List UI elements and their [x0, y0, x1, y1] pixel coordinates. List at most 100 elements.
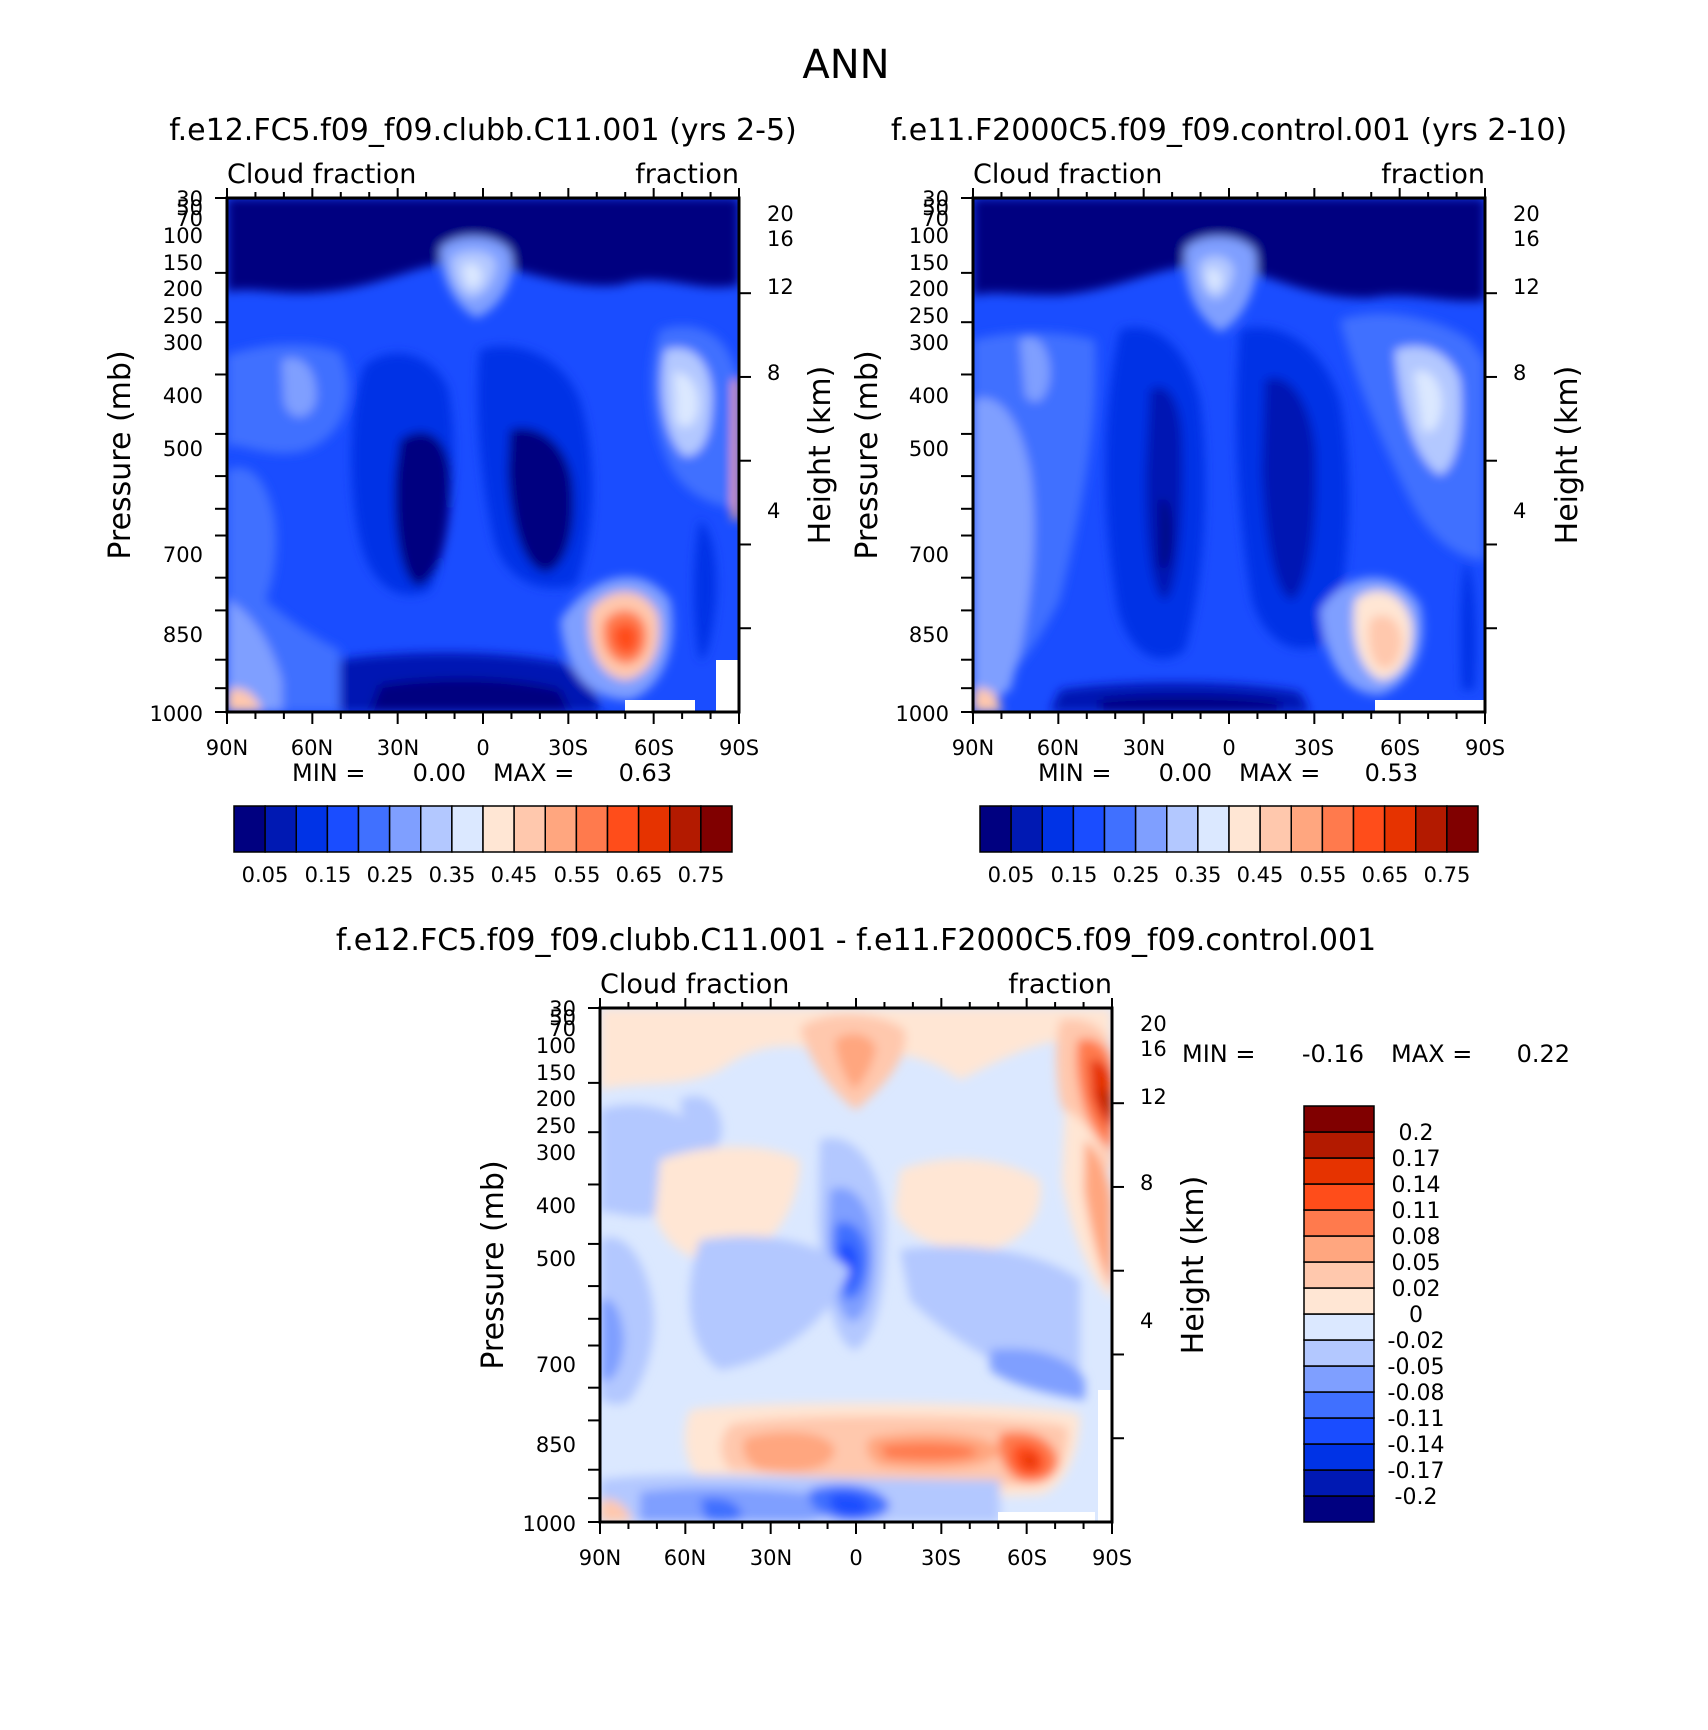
panel-b-y-ticks — [961, 197, 973, 713]
panel-b-colorbar-label: 0.15 — [1051, 863, 1098, 887]
panel-c-y2-axis-title: Height (km) — [1176, 1176, 1211, 1355]
panel-b-max-label: MAX = — [1239, 759, 1320, 787]
panel-b-x-label-30s: 30S — [1294, 736, 1334, 760]
colorbar-swatch — [1303, 1183, 1375, 1211]
panel-b-x-label-90s: 90S — [1465, 736, 1505, 760]
panel-a-y2-label-20: 20 — [767, 202, 794, 226]
panel-a-colorbar-label: 0.05 — [242, 863, 289, 887]
panel-b-y-label-500: 500 — [909, 437, 949, 461]
panel-c-x-label-90n: 90N — [579, 1546, 621, 1570]
panel-c-title: f.e12.FC5.f09_f09.clubb.C11.001 - f.e11.… — [336, 923, 1376, 958]
colorbar-swatch — [1446, 805, 1479, 853]
colorbar-swatch — [700, 805, 733, 853]
panel-b-y2-label-20: 20 — [1513, 202, 1540, 226]
panel-b-colorbar-label: 0.55 — [1300, 863, 1347, 887]
panel-c-x-label-30s: 30S — [921, 1546, 961, 1570]
colorbar-swatch — [1303, 1469, 1375, 1497]
panel-c-y-label-100: 100 — [536, 1034, 576, 1058]
panel-a-x-ticks — [226, 188, 740, 724]
colorbar-swatch — [1303, 1287, 1375, 1315]
panel-a-y-label-70: 70 — [176, 207, 203, 231]
panel-c-colorbar-labels: 0.2 0.17 0.14 0.11 0.08 0.05 0.02 0 -0.0… — [1388, 1121, 1445, 1510]
panel-b-y-axis-title: Pressure (mb) — [850, 350, 885, 559]
panel-c-colorbar-label: -0.14 — [1388, 1433, 1445, 1458]
panel-b-y-label-850: 850 — [909, 623, 949, 647]
panel-a-y2-axis-title: Height (km) — [803, 366, 838, 545]
colorbar-swatch — [295, 805, 329, 853]
colorbar-swatch — [451, 805, 484, 853]
panel-a-y-label-700: 700 — [163, 543, 203, 567]
panel-b-y-label-100: 100 — [909, 224, 949, 248]
panel-a-colorbar-labels: 0.05 0.15 0.25 0.35 0.45 0.55 0.65 0.75 — [242, 863, 725, 887]
panel-a-y-label-150: 150 — [163, 251, 203, 275]
panel-a-y-label-1000: 1000 — [150, 702, 203, 726]
panel-b-x-label-60s: 60S — [1380, 736, 1420, 760]
colorbar-swatch — [1303, 1313, 1375, 1341]
panel-c-min-value: -0.16 — [1302, 1040, 1364, 1068]
panel-c-y-label-700: 700 — [536, 1353, 576, 1377]
colorbar-swatch — [1415, 805, 1448, 853]
colorbar-swatch — [1383, 805, 1417, 853]
panel-a-x-label-90s: 90S — [719, 736, 759, 760]
panel-a-y-label-500: 500 — [163, 437, 203, 461]
panel-a-x-label-90n: 90N — [206, 736, 248, 760]
panel-c-colorbar-label: -0.17 — [1388, 1459, 1445, 1484]
colorbar-swatch — [1197, 805, 1230, 853]
panel-b-y2-label-16: 16 — [1513, 227, 1540, 251]
panel-a-y-axis-title: Pressure (mb) — [103, 350, 138, 559]
colorbar-swatch — [1103, 805, 1137, 853]
colorbar-swatch — [513, 805, 546, 853]
panel-c-y-label-300: 300 — [536, 1141, 576, 1165]
panel-c-y-label-500: 500 — [536, 1247, 576, 1271]
panel-a-y-label-300: 300 — [163, 331, 203, 355]
panel-b-y-label-700: 700 — [909, 543, 949, 567]
panel-c-contour-field — [600, 1008, 1112, 1522]
panel-a-y2-label-12: 12 — [767, 275, 794, 299]
panel-a-min-value: 0.00 — [413, 759, 466, 787]
colorbar-swatch — [1303, 1105, 1375, 1133]
panel-c-colorbar-label: 0.14 — [1392, 1173, 1441, 1198]
panel-a-colorbar-label: 0.55 — [554, 863, 601, 887]
panel-c-colorbar-label: -0.02 — [1388, 1329, 1445, 1354]
panel-c-colorbar — [1303, 1105, 1375, 1523]
panel-c-y2-label-8: 8 — [1140, 1171, 1153, 1195]
panel-a-y-label-400: 400 — [163, 384, 203, 408]
panel-b-x-label-90n: 90N — [952, 736, 994, 760]
panel-a-min-label: MIN = — [292, 759, 365, 787]
panel-b-colorbar-label: 0.35 — [1175, 863, 1222, 887]
panel-b-min-label: MIN = — [1038, 759, 1111, 787]
panel-b-y2-axis-title: Height (km) — [1550, 366, 1585, 545]
panel-a-y-label-30: 30 — [176, 187, 203, 211]
panel-c-y2-label-12: 12 — [1140, 1085, 1167, 1109]
panel-c-x-label-90s: 90S — [1092, 1546, 1132, 1570]
panel-b-y-label-400: 400 — [909, 384, 949, 408]
panel-a-colorbar-label: 0.35 — [429, 863, 476, 887]
panel-c-colorbar-label: 0.02 — [1392, 1277, 1441, 1302]
panel-a-y-label-50: 50 — [176, 196, 203, 220]
colorbar-swatch — [1303, 1495, 1375, 1523]
colorbar-swatch — [1041, 805, 1075, 853]
colorbar-swatch — [1303, 1443, 1375, 1471]
colorbar-swatch — [1010, 805, 1043, 853]
panel-a-right-label: fraction — [635, 159, 739, 190]
panel-a-title: f.e12.FC5.f09_f09.clubb.C11.001 (yrs 2-5… — [169, 113, 797, 148]
panel-c-x-label-0: 0 — [849, 1546, 862, 1570]
panel-c-x-label-60s: 60S — [1007, 1546, 1047, 1570]
colorbar-swatch — [1259, 805, 1292, 853]
panel-b-colorbar-label: 0.65 — [1362, 863, 1409, 887]
panel-c-max-value: 0.22 — [1517, 1040, 1570, 1068]
panel-b-colorbar-label: 0.75 — [1424, 863, 1471, 887]
colorbar-swatch — [326, 805, 360, 853]
colorbar-swatch — [575, 805, 609, 853]
panel-c-left-label: Cloud fraction — [600, 969, 789, 1000]
panel-c-y2-label-4: 4 — [1140, 1309, 1153, 1333]
panel-b-contour-field — [973, 198, 1485, 712]
panel-a-x-label-60n: 60N — [291, 736, 333, 760]
panel-b-y2-label-4: 4 — [1513, 499, 1526, 523]
panel-c-colorbar-label: -0.11 — [1388, 1407, 1445, 1432]
panel-a: f.e12.FC5.f09_f09.clubb.C11.001 (yrs 2-5… — [103, 113, 838, 887]
panel-b-x-label-0: 0 — [1222, 736, 1235, 760]
colorbar-swatch — [1321, 805, 1355, 853]
panel-a-x-label-30n: 30N — [377, 736, 419, 760]
